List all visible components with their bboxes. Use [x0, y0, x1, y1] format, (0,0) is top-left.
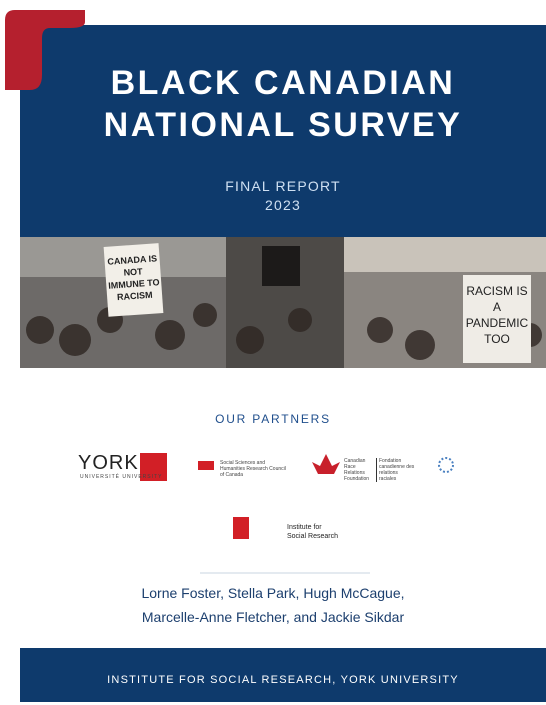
page: {"header": {"title_line1": "BLACK CANADI… [0, 0, 546, 705]
authors: Marcelle-Anne Fletcher, and Jackie Sikda… [0, 609, 546, 625]
year: 2023 [20, 197, 546, 213]
sshrc-text: Social Sciences and Humanities Research … [220, 460, 290, 478]
title: NATIONAL SURVEY [20, 106, 546, 145]
partners-label: OUR PARTNERS [0, 412, 546, 426]
isr-text: Institute for Social Research [287, 523, 342, 541]
sign-text: RACISM IS A PANDEMIC TOO [463, 283, 531, 347]
canada-flag [198, 461, 214, 470]
footer-text: INSTITUTE FOR SOCIAL RESEARCH, YORK UNIV… [20, 674, 546, 686]
partner-icon [439, 458, 453, 472]
crrf-leaf [312, 454, 340, 474]
isr-york-mark [233, 517, 249, 539]
crrf-en: Canadian Race Relations Foundation [344, 458, 374, 482]
title: BLACK CANADIAN [20, 64, 546, 103]
subtitle: FINAL REPORT [20, 178, 546, 194]
york-text: YORK [78, 452, 139, 475]
crrf-fr: Fondation canadienne des relations racia… [376, 458, 415, 482]
authors: Lorne Foster, Stella Park, Hugh McCague, [0, 585, 546, 601]
york-sub: UNIVERSITÉ UNIVERSITY [80, 474, 162, 480]
sign-text: CANADA IS NOT IMMUNE TO RACISM [104, 252, 162, 304]
